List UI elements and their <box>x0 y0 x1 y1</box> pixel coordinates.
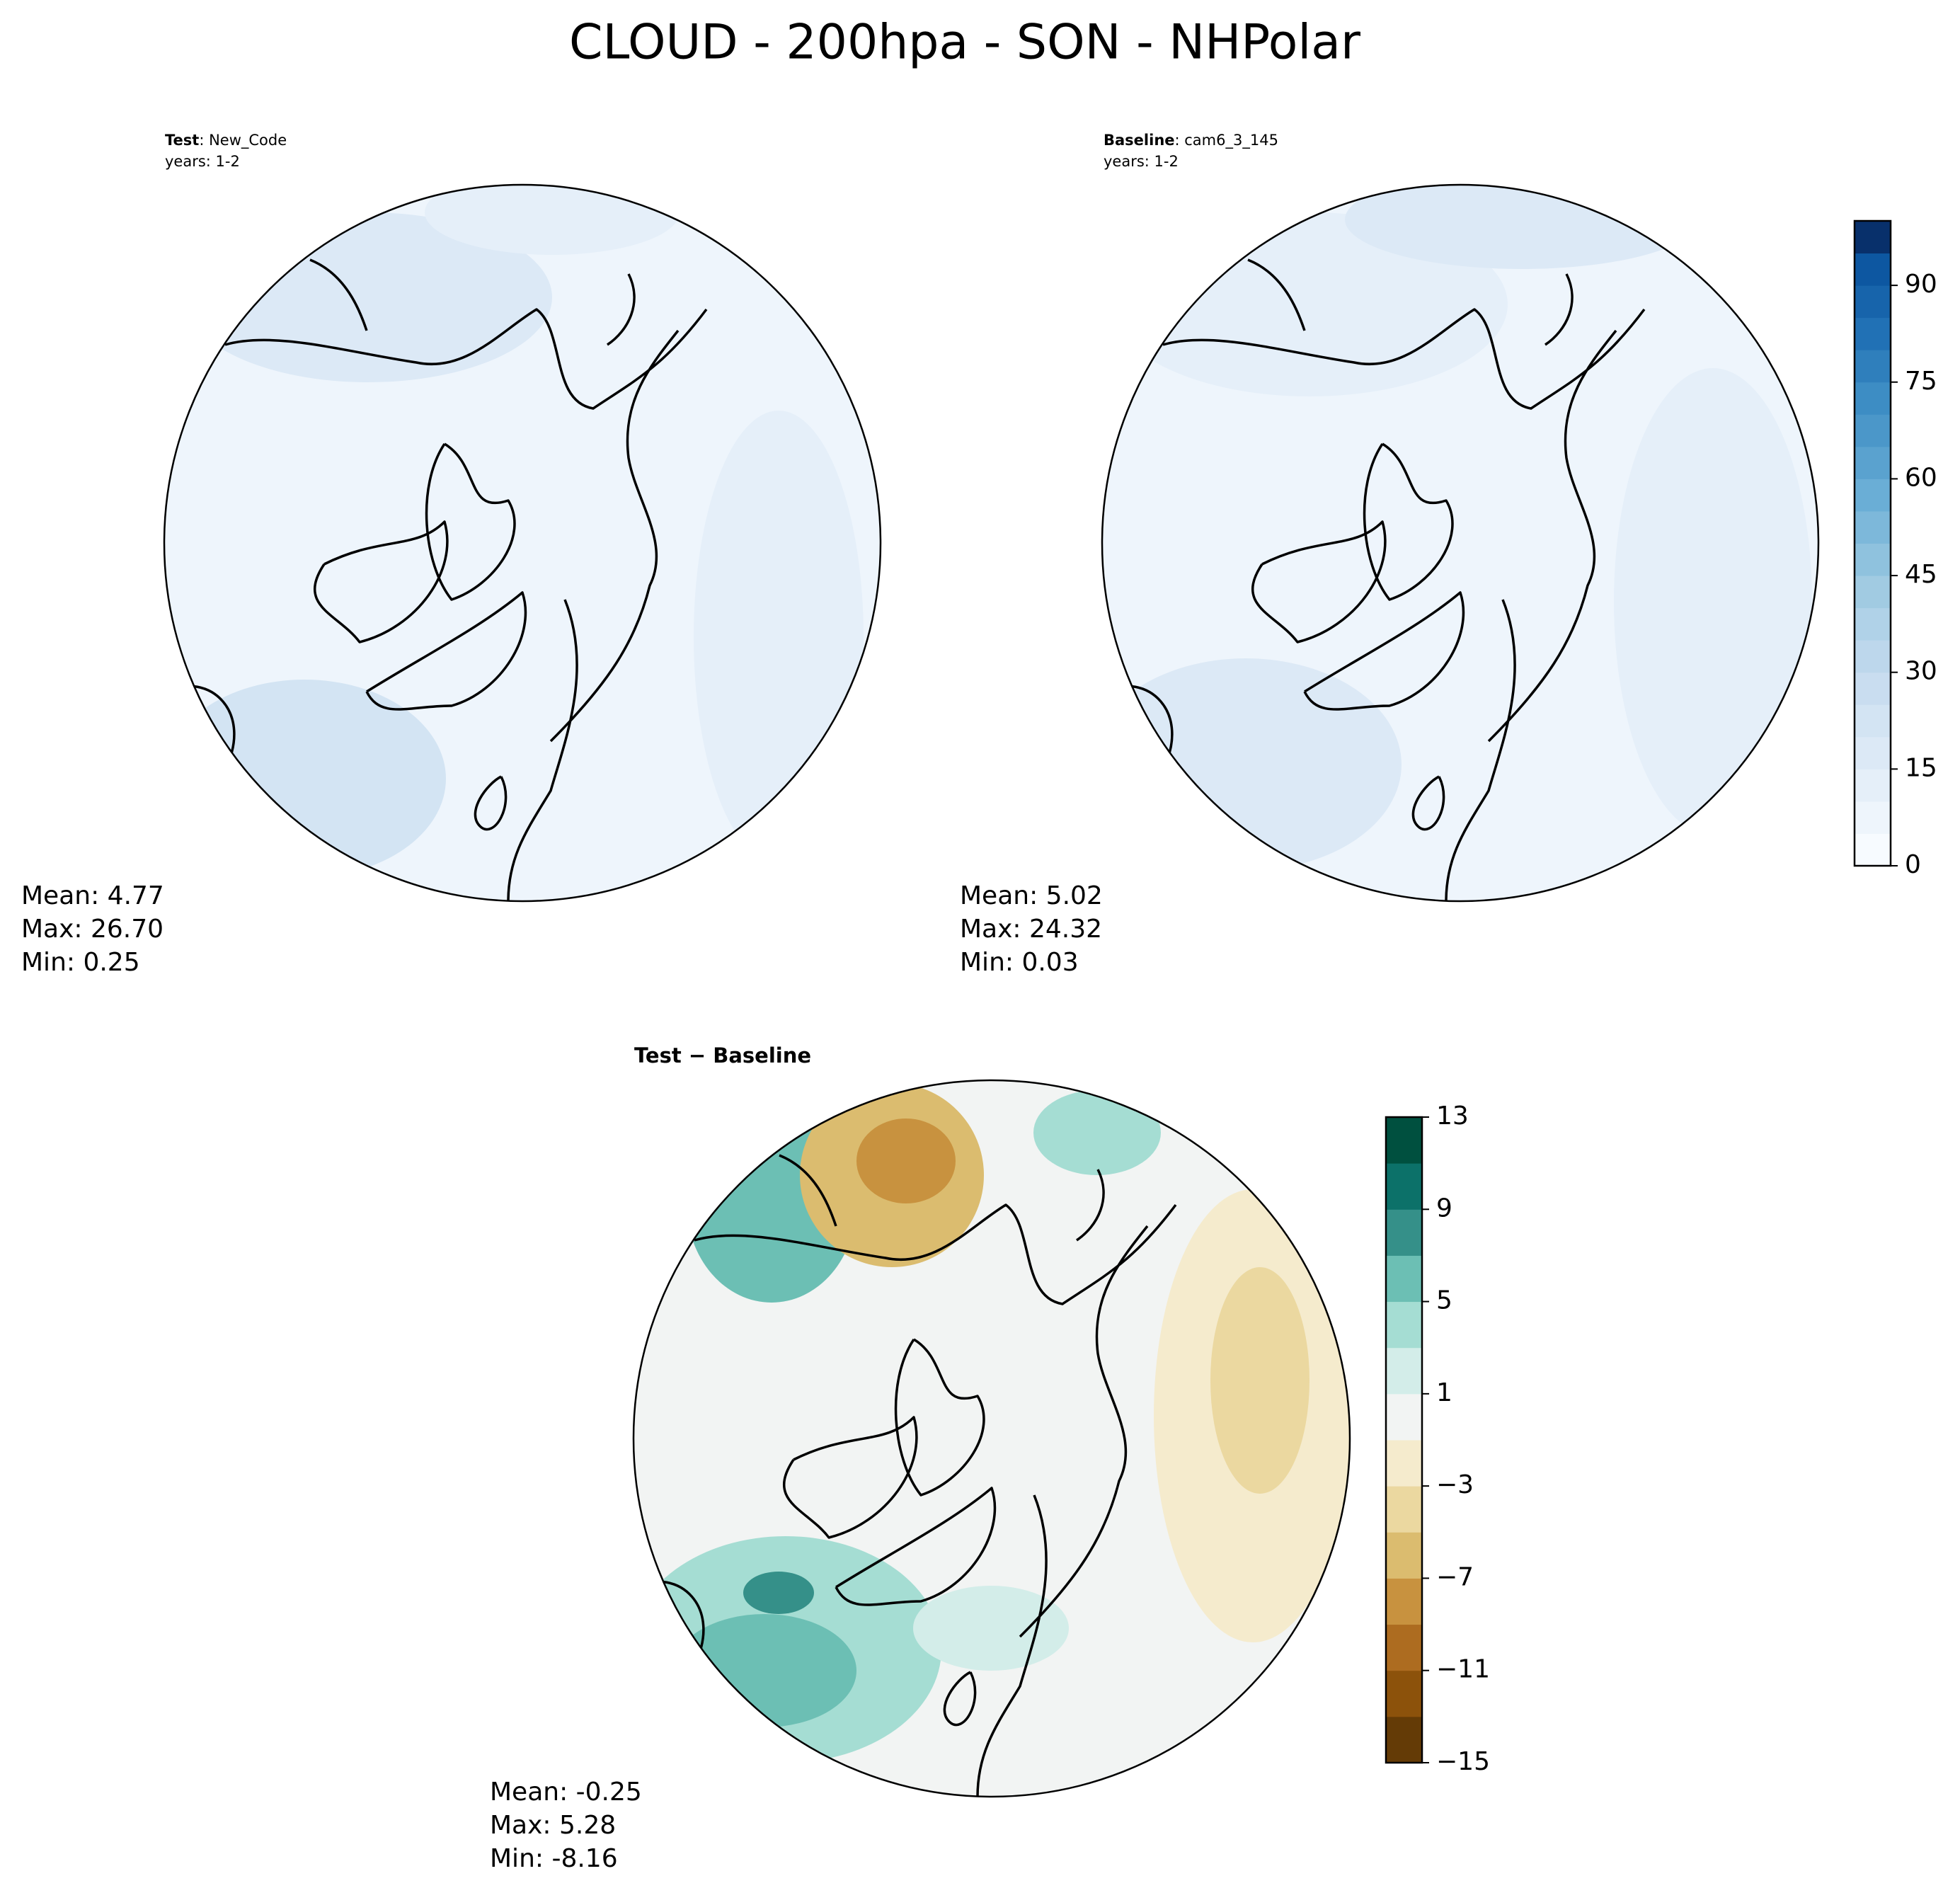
map-test <box>164 185 881 901</box>
panel-years: years: 1-2 <box>165 153 240 170</box>
colorbar-band <box>1386 1393 1422 1441</box>
colorbar-band <box>1855 576 1891 609</box>
panel-label: Test <box>165 132 199 149</box>
colorbar-band <box>1855 285 1891 319</box>
colorbar-band <box>1855 769 1891 802</box>
colorbar-band <box>1386 1209 1422 1256</box>
colorbar-band <box>1855 479 1891 512</box>
colorbar-band <box>1855 543 1891 576</box>
colorbar-tick-label: −11 <box>1436 1655 1490 1684</box>
stats: Mean: 4.77 Max: 26.70 Min: 0.25 Mean: 5.02 M… <box>21 881 1103 1873</box>
colorbar-band <box>1855 736 1891 769</box>
stat-line: Max: 24.32 <box>960 915 1102 944</box>
map-border <box>163 183 882 903</box>
colorbar-band <box>1386 1578 1422 1625</box>
panel-title: Baseline: cam6_3_145 <box>1104 132 1278 149</box>
stat-line: Min: 0.03 <box>960 948 1079 977</box>
colorbar-band <box>1386 1163 1422 1210</box>
stat-line: Mean: 5.02 <box>960 881 1103 910</box>
colorbar-band <box>1386 1486 1422 1533</box>
colorbar-tick-label: −3 <box>1436 1470 1474 1499</box>
colorbar-band <box>1855 704 1891 738</box>
figure-title: CLOUD - 200hpa - SON - NHPolar <box>569 15 1360 71</box>
colorbar-band <box>1386 1624 1422 1671</box>
colorbar-tick-label: 15 <box>1905 753 1937 782</box>
colorbar-band <box>1386 1117 1422 1164</box>
colorbar-band <box>1855 607 1891 641</box>
colorbar-band <box>1855 510 1891 544</box>
colorbar-frame <box>1853 219 1892 867</box>
stat-line: Mean: 4.77 <box>21 881 164 910</box>
map-difference <box>634 1080 1350 1797</box>
panel-case: : cam6_3_145 <box>1175 132 1278 149</box>
colorbar-band <box>1386 1440 1422 1487</box>
colorbar-band <box>1855 221 1891 254</box>
colorbar-band <box>1855 253 1891 286</box>
colorbar-tick-label: 60 <box>1905 463 1937 492</box>
colorbar-frame <box>1385 1116 1423 1764</box>
colorbar-band <box>1855 833 1891 866</box>
colorbar-tick-label: 0 <box>1905 850 1921 879</box>
map-border <box>632 1079 1351 1798</box>
colorbar-band <box>1386 1255 1422 1303</box>
panel-years: years: 1-2 <box>1104 153 1179 170</box>
colorbar-tick-label: 13 <box>1436 1102 1469 1131</box>
colorbar-band <box>1386 1532 1422 1579</box>
stat-line: Min: 0.25 <box>21 948 140 977</box>
colorbar-band <box>1855 350 1891 383</box>
panel-title: Test − Baseline <box>634 1043 811 1068</box>
stat-line: Mean: -0.25 <box>490 1778 642 1807</box>
colorbar-tick-label: 1 <box>1436 1378 1452 1407</box>
stat-line: Min: -8.16 <box>490 1844 618 1873</box>
colorbar-band <box>1855 640 1891 673</box>
colorbar-tick-label: 30 <box>1905 657 1937 686</box>
colorbar-band <box>1386 1716 1422 1763</box>
colorbar-tick-label: 5 <box>1436 1286 1452 1315</box>
map-border <box>1101 183 1820 903</box>
colorbar-tick-label: −15 <box>1436 1747 1490 1776</box>
panel-case: : New_Code <box>199 132 287 149</box>
colorbar-band <box>1855 414 1891 447</box>
colorbar-band <box>1855 317 1891 350</box>
map-baseline <box>1102 185 1818 901</box>
colorbar-tick-label: 90 <box>1905 270 1937 299</box>
colorbar-band <box>1855 382 1891 415</box>
colorbar-tick-label: 9 <box>1436 1194 1452 1223</box>
colorbar-band <box>1386 1301 1422 1349</box>
stat-line: Max: 5.28 <box>490 1811 616 1840</box>
panel-label: Baseline <box>1104 132 1175 149</box>
colorbar-band <box>1386 1347 1422 1395</box>
panel-title: Test: New_Code <box>165 132 287 149</box>
colorbar-band <box>1855 801 1891 834</box>
colorbar-tick-label: 75 <box>1905 367 1937 396</box>
colorbar-band <box>1386 1670 1422 1717</box>
colorbar-band <box>1855 672 1891 705</box>
colorbar-band <box>1855 446 1891 479</box>
colorbar-tick-label: −7 <box>1436 1562 1474 1591</box>
colorbar-tick-label: 45 <box>1905 560 1937 589</box>
stat-line: Max: 26.70 <box>21 915 164 944</box>
